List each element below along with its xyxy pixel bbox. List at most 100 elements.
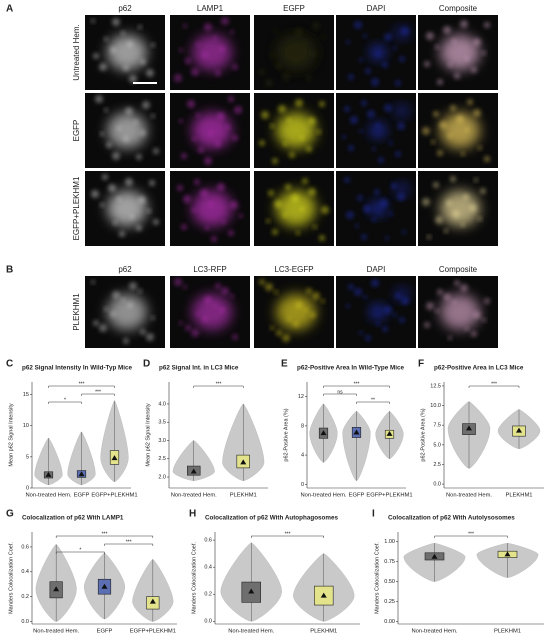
speckle (136, 225, 142, 231)
speckle (473, 109, 481, 117)
speckle (348, 145, 354, 151)
speckle (437, 289, 443, 295)
speckle (454, 73, 460, 79)
speckle (104, 307, 108, 311)
speckle (427, 235, 431, 239)
micrograph-content (170, 171, 250, 246)
speckle (179, 48, 183, 52)
speckle (384, 33, 392, 41)
y-axis-label: p62-Positive Area (%) (283, 408, 289, 461)
speckle (321, 299, 325, 303)
y-tick-label: 0.50 (384, 579, 395, 585)
speckle (321, 35, 325, 39)
speckle (382, 326, 388, 332)
y-tick-label: 0.6 (204, 538, 212, 544)
x-tick-label: EGFP (349, 493, 365, 499)
y-tick-label: 0.4 (21, 569, 29, 575)
panel-label: E (281, 359, 288, 370)
speckle (187, 100, 195, 108)
y-tick-label: 5 (26, 454, 29, 460)
speckle (355, 224, 359, 228)
speckle (270, 326, 274, 330)
speckle (272, 229, 278, 235)
speckle (348, 74, 354, 80)
micrograph (85, 93, 165, 168)
speckle (461, 152, 465, 156)
speckle (480, 188, 486, 194)
speckle (204, 23, 212, 31)
panel-label: B (6, 265, 13, 276)
speckle (198, 147, 204, 153)
speckle (147, 209, 151, 213)
micrograph-content (170, 93, 250, 168)
column-header: DAPI (367, 265, 386, 274)
x-tick-label: Non-treated Hem. (228, 629, 274, 635)
cell-body (192, 112, 232, 149)
speckle (350, 116, 358, 124)
speckle (319, 235, 325, 241)
speckle (460, 20, 468, 28)
speckle (397, 193, 405, 201)
x-tick-label: Non-treated Hem. (446, 493, 492, 499)
speckle (142, 101, 150, 109)
x-tick-label: PLEKHM1 (494, 629, 521, 635)
speckle (346, 40, 350, 44)
speckle (348, 284, 354, 290)
y-axis-label: Mean p62 Signal Intensity (145, 403, 151, 467)
speckle (435, 309, 439, 313)
column-header: EGFP (283, 4, 305, 13)
micrograph (170, 276, 250, 348)
cell-body (440, 112, 480, 149)
significance-label: *** (102, 531, 108, 537)
speckle (359, 331, 363, 335)
y-tick-label: 15 (23, 392, 29, 398)
micrograph (170, 93, 250, 168)
speckle (121, 31, 125, 35)
micrograph (418, 276, 498, 348)
column-header: Composite (439, 4, 478, 13)
micrograph (336, 276, 416, 348)
nucleus (395, 105, 409, 117)
cell-body (107, 112, 147, 149)
speckle (259, 279, 265, 285)
micrograph (254, 93, 334, 168)
cell-body (192, 294, 232, 330)
speckle (342, 135, 346, 139)
y-tick-label: 0.0 (204, 619, 212, 625)
speckle (230, 30, 234, 34)
speckle (285, 184, 291, 190)
speckle (395, 151, 401, 157)
micrograph (170, 171, 250, 246)
speckle (431, 140, 435, 144)
speckle (205, 226, 209, 230)
speckle (95, 95, 103, 103)
speckle (230, 294, 234, 298)
significance-label: *** (95, 389, 101, 395)
cell-body (440, 190, 480, 227)
cell-body (440, 34, 480, 71)
x-tick-label: PLEKHM1 (505, 493, 532, 499)
panel-label: I (372, 509, 375, 520)
row-label: Untreated Hem. (72, 24, 81, 80)
speckle (146, 333, 154, 341)
micrograph-content (336, 15, 416, 90)
speckle (317, 130, 321, 134)
chart-title: Colocalization of p62 With Autolysosomes (388, 515, 515, 522)
speckle (282, 334, 290, 342)
column-header: LC3-EGFP (274, 265, 313, 274)
micrograph-content (336, 276, 416, 348)
speckle (191, 329, 199, 337)
speckle (123, 338, 129, 344)
micrograph-content (170, 276, 250, 348)
speckle (228, 230, 234, 236)
speckle (376, 322, 380, 326)
speckle (363, 295, 367, 299)
significance-bracket (104, 543, 154, 546)
speckle (302, 178, 308, 184)
speckle (444, 229, 448, 233)
y-tick-label: 0 (26, 485, 29, 491)
speckle (354, 288, 362, 296)
x-tick-label: EGFP+PLEKHM1 (366, 493, 412, 499)
speckle (374, 189, 380, 195)
cell-body (370, 45, 386, 60)
